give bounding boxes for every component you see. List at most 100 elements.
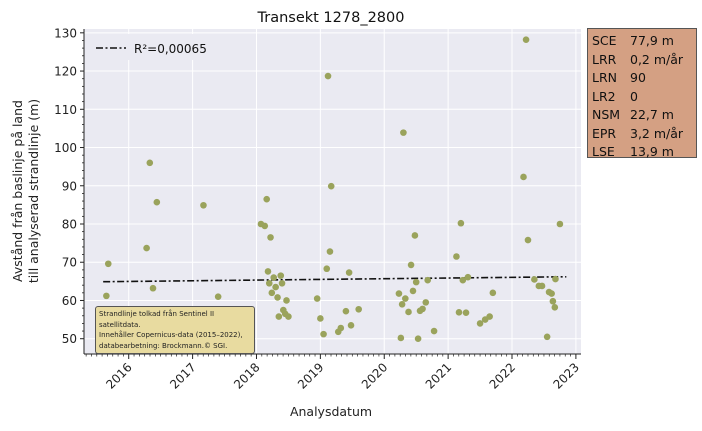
legend: R²=0,00065 xyxy=(89,34,217,60)
data-point xyxy=(405,308,412,316)
data-point xyxy=(104,260,112,268)
x-tick-label: 2017 xyxy=(167,360,198,391)
data-point xyxy=(551,304,559,311)
stat-value: 3,2 m/år xyxy=(630,125,684,141)
data-point xyxy=(462,309,470,317)
x-axis-label: Analysdatum xyxy=(290,404,372,419)
stat-row-lr2: LR2 0 xyxy=(592,88,692,107)
stat-key: LRN xyxy=(592,70,617,85)
data-point xyxy=(398,300,406,308)
data-point xyxy=(486,313,493,320)
data-point xyxy=(419,305,426,313)
data-point xyxy=(200,201,207,209)
x-tick-label: 2019 xyxy=(295,360,326,391)
data-point xyxy=(455,309,463,316)
stat-key: LR2 xyxy=(592,88,616,104)
stat-row-sce: SCE 77,9 m xyxy=(592,32,692,51)
data-point xyxy=(543,333,551,341)
stat-value: 13,9 m xyxy=(630,144,674,159)
data-point xyxy=(345,269,353,276)
data-point xyxy=(270,274,278,281)
data-point xyxy=(407,261,415,269)
data-point xyxy=(320,330,327,338)
y-tick-label: 130 xyxy=(54,26,77,40)
data-point xyxy=(548,290,555,297)
data-point xyxy=(323,265,331,273)
data-point xyxy=(422,299,430,306)
y-tick-label: 60 xyxy=(62,294,77,308)
data-point xyxy=(414,335,422,343)
stat-row-epr: EPR 3,2 m/år xyxy=(592,125,692,144)
y-tick-label: 100 xyxy=(54,141,77,155)
data-point xyxy=(146,159,154,167)
data-point xyxy=(520,173,527,181)
data-point xyxy=(453,253,460,260)
data-point xyxy=(402,295,409,302)
stat-value: 77,9 m xyxy=(630,33,674,48)
stat-row-nsm: NSM 22,7 m xyxy=(592,106,692,125)
plot-area xyxy=(84,29,581,354)
data-point xyxy=(272,283,279,291)
legend-label: R²=0,00065 xyxy=(134,42,207,56)
stat-key: SCE xyxy=(592,33,617,48)
data-point xyxy=(430,327,438,335)
data-point xyxy=(277,272,285,279)
chart-title: Transekt 1278_2800 xyxy=(257,10,405,26)
legend-box xyxy=(89,34,217,60)
data-point xyxy=(489,289,497,297)
data-point xyxy=(538,282,546,290)
data-point xyxy=(285,313,292,320)
data-point xyxy=(524,236,532,244)
data-point xyxy=(531,276,538,283)
data-point xyxy=(347,322,355,329)
data-point xyxy=(214,293,222,300)
y-axis-label-line1: Avstånd från baslinje på land xyxy=(10,100,25,282)
stat-value: 0 xyxy=(630,88,638,104)
data-point xyxy=(268,289,276,297)
stat-row-lse: LSE 13,9 m xyxy=(592,143,692,162)
data-point xyxy=(457,219,465,227)
data-point xyxy=(409,287,417,295)
data-point xyxy=(103,292,110,300)
stat-value: 22,7 m xyxy=(630,107,674,122)
data-point xyxy=(261,222,269,230)
stat-key: NSM xyxy=(592,107,621,122)
data-point xyxy=(143,244,150,252)
data-point xyxy=(149,284,157,292)
data-point xyxy=(400,129,407,136)
stat-value: 90 xyxy=(630,70,646,85)
data-point xyxy=(459,276,467,284)
data-point xyxy=(337,324,345,332)
data-point xyxy=(549,297,557,305)
stat-row-lrn: LRN 90 xyxy=(592,69,692,88)
data-point xyxy=(324,72,332,80)
y-tick-label: 80 xyxy=(62,218,77,232)
data-point xyxy=(275,313,283,320)
x-tick-label: 2021 xyxy=(423,360,454,391)
data-point xyxy=(317,315,324,322)
y-tick-label: 50 xyxy=(62,332,77,346)
stat-row-lrr: LRR 0,2 m/år xyxy=(592,51,692,70)
y-axis-label-line2: till analyserad strandlinje (m) xyxy=(26,99,41,283)
x-tick-label: 2022 xyxy=(487,360,518,391)
data-point xyxy=(464,273,472,281)
data-point xyxy=(412,278,420,286)
stat-key: EPR xyxy=(592,125,617,141)
data-point xyxy=(326,248,334,255)
data-point xyxy=(265,279,273,287)
data-point xyxy=(278,279,286,287)
stat-value: 0,2 m/år xyxy=(630,51,684,67)
data-point xyxy=(283,297,290,304)
data-point xyxy=(267,234,274,241)
x-tick-label: 2018 xyxy=(231,360,262,391)
data-point xyxy=(411,232,419,239)
data-point xyxy=(556,220,564,228)
stat-key: LSE xyxy=(592,144,615,159)
data-point xyxy=(153,198,161,206)
x-tick-label: 2020 xyxy=(359,360,390,391)
grid xyxy=(84,29,581,354)
y-tick-label: 90 xyxy=(62,179,77,193)
x-tick-label: 2016 xyxy=(103,360,134,391)
data-point xyxy=(476,320,484,327)
